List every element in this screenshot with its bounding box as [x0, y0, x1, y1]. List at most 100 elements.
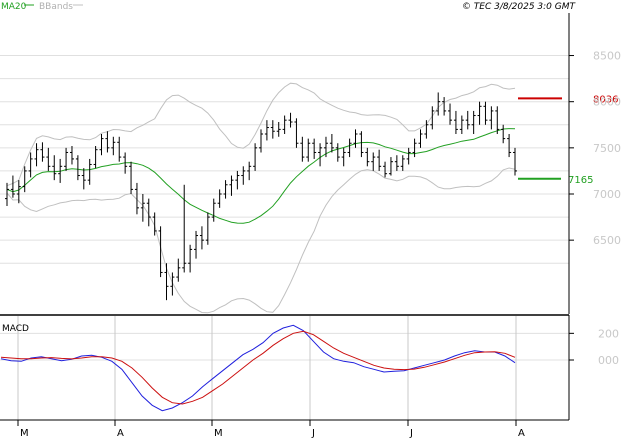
ohlc-bar — [371, 152, 376, 171]
ohlc-bar — [223, 180, 228, 199]
ohlc-bar — [495, 106, 500, 134]
ohlc-bar — [465, 110, 470, 130]
ohlc-bar — [418, 129, 423, 148]
ohlc-bar — [253, 143, 258, 171]
ohlc-bar — [140, 194, 145, 222]
ohlc-bar — [442, 97, 447, 116]
level-label-resistance: 8036 — [593, 94, 618, 105]
ohlc-bar — [424, 120, 429, 139]
ohlc-bar — [377, 149, 382, 171]
ytick-label-6500: 6500 — [593, 234, 621, 247]
ma20-path — [6, 128, 516, 224]
ohlc-bar — [211, 198, 216, 222]
ohlc-bar — [312, 138, 317, 159]
ohlc-bar — [323, 136, 328, 158]
ohlc-bar — [87, 158, 92, 185]
ohlc-bar — [40, 142, 45, 162]
ohlc-bar — [430, 106, 435, 130]
ohlc-bar — [205, 212, 210, 245]
ohlc-bar — [129, 161, 134, 194]
xtick-label-0: M — [20, 428, 29, 439]
ohlc-bar — [394, 155, 399, 171]
copyright: © TEC 3/8/2025 3:0 GMT — [462, 2, 577, 12]
ma20-line — [6, 128, 516, 224]
legend-ma20: MA20 — [1, 2, 27, 12]
ohlc-bar — [264, 120, 269, 141]
ohlc-bar — [270, 120, 275, 139]
level-label-support: 7165 — [568, 175, 593, 186]
ohlc-bar — [46, 147, 51, 171]
ohlc-bar — [158, 226, 163, 278]
ohlc-bar — [353, 129, 358, 148]
ohlc-bar — [459, 115, 464, 134]
ohlc-bar — [448, 103, 453, 125]
ohlc-bar — [10, 175, 15, 198]
ohlc-bar — [22, 166, 27, 193]
ohlc-bar — [359, 131, 364, 158]
xtick-label-5: A — [518, 428, 525, 439]
ohlc-bar — [217, 189, 222, 208]
ohlc-bar — [471, 110, 476, 134]
ohlc-bar — [335, 143, 340, 162]
ohlc-bar — [365, 147, 370, 167]
ohlc-bar — [93, 146, 98, 169]
ohlc-bar — [134, 182, 139, 215]
ohlc-bar — [182, 184, 187, 273]
ohlc-bar — [477, 101, 482, 125]
ohlc-bar — [28, 152, 33, 178]
ohlc-bar — [117, 136, 122, 162]
ohlc-bar — [176, 258, 181, 282]
macd-title: MACD — [2, 324, 29, 334]
ohlc-bar — [288, 112, 293, 128]
ohlc-bar — [188, 244, 193, 273]
xtick-label-1: A — [117, 428, 124, 439]
xtick-label-3: J — [311, 428, 315, 439]
ohlc-bar — [400, 155, 405, 171]
ohlc-bar — [5, 182, 9, 206]
ohlc-bar — [489, 106, 494, 130]
ohlc-bar — [75, 155, 80, 181]
macd-tick-label-000: 000 — [598, 354, 619, 367]
grid-lines — [0, 55, 569, 424]
ohlc-bar — [170, 272, 175, 296]
ohlc-bar — [294, 118, 299, 148]
price-levels: 8036 7165 — [518, 94, 618, 186]
ohlc-bar — [513, 147, 517, 176]
ytick-label-8500: 8500 — [593, 50, 621, 63]
ohlc-bar — [501, 124, 506, 144]
macd-series-macd — [0, 324, 516, 412]
ohlc-bar — [406, 147, 411, 165]
ohlc-bar — [69, 146, 74, 165]
ohlc-bar — [123, 152, 128, 174]
ohlc-bar — [16, 180, 21, 204]
ohlc-bar — [347, 138, 352, 158]
ohlc-bar — [300, 136, 305, 162]
ohlc-bar — [507, 134, 512, 158]
legend-bbands: BBands — [39, 2, 73, 12]
ohlc-bar — [194, 230, 199, 259]
ytick-label-7500: 7500 — [593, 142, 621, 155]
ohlc-bar — [259, 129, 263, 153]
ohlc-bar — [229, 175, 234, 196]
ohlc-bar — [453, 110, 458, 134]
ohlc-bar — [99, 134, 104, 156]
ohlc-bar — [436, 92, 441, 116]
ohlc-bar — [58, 158, 63, 183]
bollinger-bands — [6, 82, 516, 314]
ohlc-bar — [34, 143, 39, 167]
xtick-label-4: J — [409, 428, 413, 439]
ohlc-bar — [52, 155, 57, 181]
bband-upper — [6, 82, 516, 187]
ohlc-bar — [329, 134, 334, 153]
ohlc-bar — [152, 212, 157, 236]
ohlc-bar — [276, 122, 281, 137]
xtick-label-2: M — [214, 428, 223, 439]
ohlc-bar — [247, 161, 252, 181]
ytick-label-7000: 7000 — [593, 188, 621, 201]
ohlc-bar — [81, 168, 86, 190]
ohlc-bar — [282, 115, 287, 134]
ohlc-bar — [388, 157, 393, 176]
ohlc-bar — [383, 161, 388, 178]
ohlc-bar — [199, 226, 204, 250]
